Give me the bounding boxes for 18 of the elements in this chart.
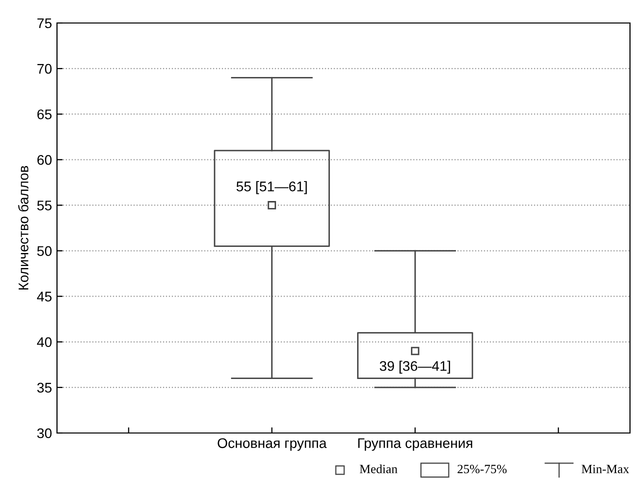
y-tick-label: 35 xyxy=(37,382,52,393)
y-tick-label: 65 xyxy=(37,109,52,120)
y-tick-label: 50 xyxy=(37,246,52,256)
text: Min-Max xyxy=(582,464,630,474)
annotation: 55 [51—61] xyxy=(236,181,307,194)
y-tick-label: 30 xyxy=(37,428,52,438)
y-axis-title: Количество баллов xyxy=(18,166,28,290)
y-tick-label: 45 xyxy=(37,292,52,302)
y-tick-label: 55 xyxy=(37,200,52,210)
annotation: 39 [36—41] xyxy=(380,360,450,374)
x-tick-label: Основная группа xyxy=(218,438,327,451)
y-tick-label: 70 xyxy=(37,64,52,74)
text: 25%-75% xyxy=(458,464,507,474)
y-tick-label: 75 xyxy=(37,18,52,28)
text: Median xyxy=(360,464,398,474)
x-tick-label: Группа сравнения xyxy=(358,438,472,451)
y-tick-label: 60 xyxy=(37,155,52,165)
y-tick-label: 40 xyxy=(37,337,52,348)
